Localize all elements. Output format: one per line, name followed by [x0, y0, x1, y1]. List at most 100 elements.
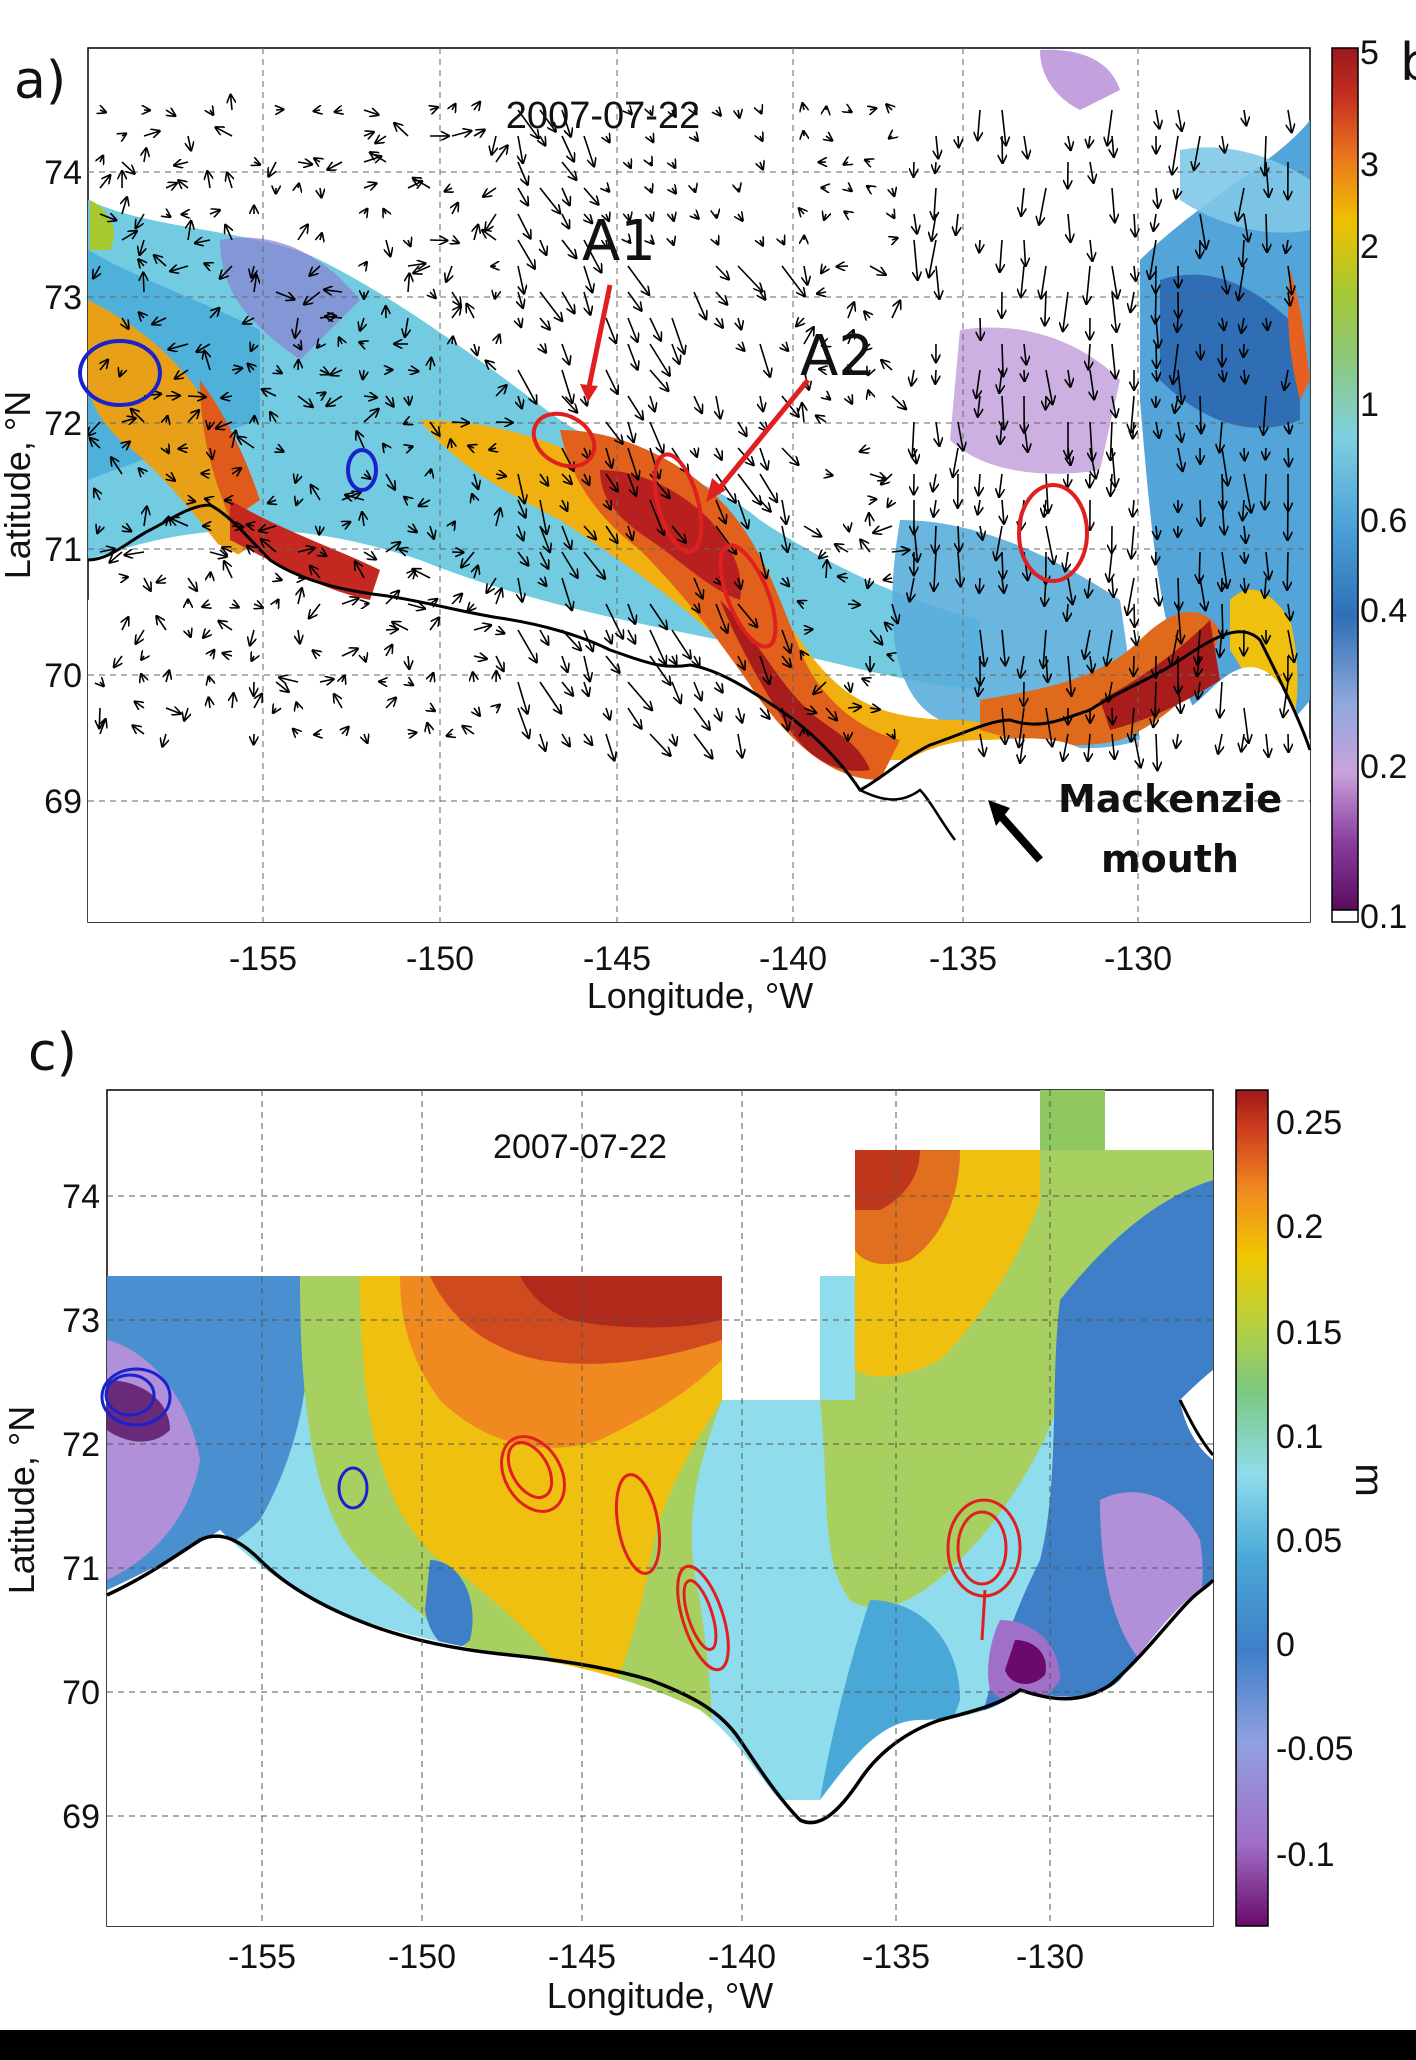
svg-text:0.2: 0.2: [1276, 1208, 1323, 1246]
velocity-arrow: [561, 395, 577, 412]
velocity-arrow: [474, 102, 480, 110]
velocity-arrow: [414, 265, 431, 273]
velocity-arrow: [561, 135, 574, 161]
velocity-arrow: [430, 292, 435, 298]
velocity-arrow: [276, 600, 278, 604]
velocity-arrow: [487, 577, 497, 592]
velocity-arrow: [760, 292, 765, 299]
velocity-arrow: [1222, 369, 1224, 381]
velocity-arrow: [141, 675, 144, 683]
velocity-arrow: [759, 499, 770, 511]
velocity-arrow: [247, 525, 254, 526]
velocity-arrow: [1111, 265, 1117, 298]
velocity-arrow: [296, 474, 299, 482]
velocity-arrow: [363, 132, 373, 136]
velocity-arrow: [1090, 369, 1094, 399]
velocity-arrow: [210, 650, 214, 656]
velocity-arrow: [469, 446, 474, 448]
velocity-arrow: [496, 509, 500, 527]
velocity-arrow: [584, 681, 588, 696]
velocity-arrow: [1266, 551, 1269, 579]
velocity-arrow: [100, 156, 103, 162]
velocity-arrow: [407, 604, 425, 609]
velocity-arrow: [583, 551, 605, 578]
velocity-arrow: [715, 265, 729, 279]
velocity-arrow: [342, 727, 348, 734]
velocity-arrow: [996, 525, 1003, 560]
velocity-arrow: [715, 525, 736, 554]
velocity-arrow: [209, 677, 210, 682]
velocity-arrow: [627, 343, 637, 369]
velocity-arrow: [144, 577, 150, 590]
velocity-arrow: [88, 421, 101, 435]
velocity-arrow: [452, 240, 458, 243]
velocity-arrow: [325, 290, 343, 292]
velocity-arrow: [297, 162, 312, 164]
velocity-arrow: [320, 552, 326, 556]
velocity-arrow: [166, 110, 175, 116]
velocity-arrow: [166, 417, 167, 423]
velocity-arrow: [914, 525, 917, 561]
velocity-arrow: [1266, 161, 1269, 196]
velocity-arrow: [694, 604, 699, 612]
eddy-trace-red: [614, 1473, 662, 1575]
velocity-arrow: [605, 421, 622, 443]
velocity-arrow: [694, 655, 699, 666]
velocity-arrow: [759, 473, 777, 502]
velocity-arrow: [935, 525, 936, 552]
velocity-arrow: [1131, 707, 1134, 741]
velocity-arrow: [540, 344, 546, 352]
velocity-arrow: [166, 448, 169, 453]
velocity-arrow: [848, 188, 851, 191]
velocity-arrow: [759, 343, 770, 376]
velocity-arrow: [583, 291, 590, 314]
velocity-arrow: [463, 726, 475, 734]
velocity-arrow: [1024, 421, 1028, 451]
velocity-arrow: [276, 370, 281, 373]
velocity-arrow: [782, 525, 787, 551]
velocity-arrow: [451, 422, 469, 423]
velocity-arrow: [408, 396, 409, 404]
velocity-arrow: [627, 603, 635, 623]
velocity-arrow: [1106, 629, 1113, 665]
velocity-arrow: [467, 304, 474, 319]
velocity-arrow: [583, 187, 598, 204]
velocity-arrow: [649, 655, 670, 684]
velocity-arrow: [835, 545, 849, 553]
velocity-arrow: [799, 209, 804, 214]
velocity-arrow: [1238, 187, 1245, 220]
velocity-arrow: [1108, 681, 1112, 701]
velocity-arrow: [837, 266, 849, 267]
velocity-arrow: [386, 395, 393, 406]
velocity-arrow: [539, 629, 548, 644]
velocity-arrow: [801, 652, 804, 657]
svg-text:70: 70: [62, 1674, 100, 1712]
velocity-arrow: [227, 173, 232, 189]
velocity-arrow: [295, 317, 298, 337]
velocity-arrow: [584, 447, 589, 459]
velocity-arrow: [1000, 421, 1002, 444]
velocity-arrow: [649, 733, 670, 755]
velocity-arrow: [671, 343, 679, 363]
velocity-arrow: [911, 369, 914, 385]
velocity-arrow: [891, 395, 906, 409]
velocity-arrow: [273, 708, 276, 713]
velocity-arrow: [232, 431, 236, 449]
velocity-arrow: [738, 344, 744, 350]
velocity-arrow: [1178, 603, 1181, 643]
velocity-arrow: [222, 396, 233, 398]
velocity-arrow: [628, 421, 634, 442]
velocity-arrow: [561, 187, 569, 205]
velocity-arrow: [628, 110, 631, 114]
velocity-arrow: [583, 525, 596, 539]
svg-text:-130: -130: [1104, 940, 1172, 978]
velocity-arrow: [606, 707, 610, 719]
velocity-arrow: [1134, 603, 1135, 626]
velocity-arrow: [1178, 421, 1182, 441]
velocity-arrow: [539, 525, 550, 552]
velocity-arrow: [364, 656, 366, 661]
velocity-arrow: [310, 566, 321, 579]
velocity-arrow: [716, 707, 721, 720]
velocity-arrow: [672, 733, 676, 745]
velocity-arrow: [139, 469, 144, 474]
